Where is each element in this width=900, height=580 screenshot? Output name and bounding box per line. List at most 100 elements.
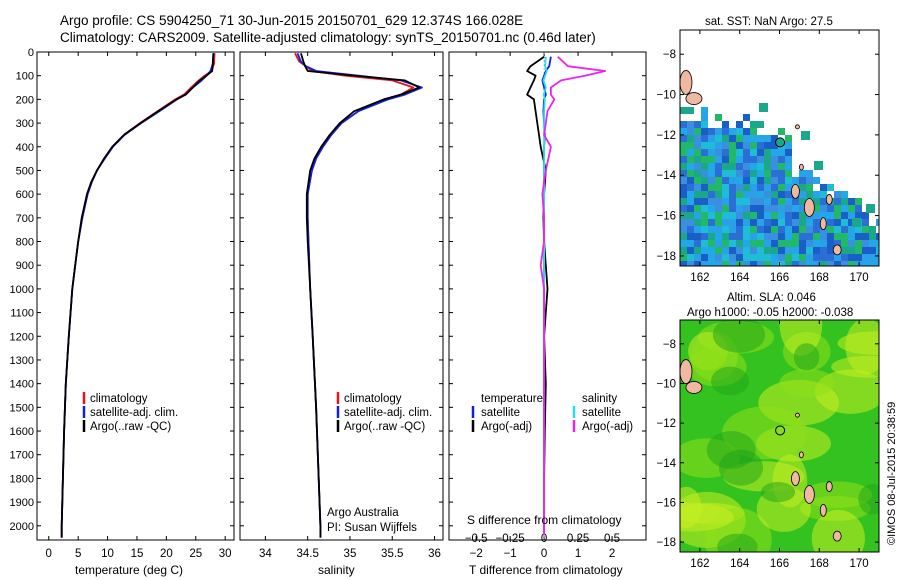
- sst-cell: [680, 226, 687, 233]
- island: [803, 485, 815, 504]
- x-tick-label: 35: [344, 548, 357, 560]
- sst-cell: [785, 177, 792, 184]
- sst-cell: [876, 254, 879, 261]
- sst-cell: [820, 233, 827, 240]
- sst-cell: [715, 163, 722, 170]
- sst-cell: [680, 121, 687, 128]
- sst-cell: [729, 198, 736, 205]
- sst-cell: [813, 247, 820, 254]
- plot-frame: [448, 51, 647, 541]
- sst-cell: [771, 149, 778, 156]
- y-tick-label: 0: [28, 47, 34, 59]
- sst-cell: [792, 212, 799, 219]
- sst-cell: [687, 135, 694, 142]
- sst-cell: [694, 254, 701, 261]
- sst-cell: [827, 219, 834, 226]
- sst-cell: [701, 198, 708, 205]
- sst-cell: [743, 114, 750, 121]
- sst-cell: [764, 247, 771, 254]
- sla-blob: [680, 486, 702, 529]
- sst-cell: [743, 135, 750, 142]
- sst-cell: [687, 261, 694, 266]
- sla-blob: [801, 481, 873, 509]
- sst-cell: [680, 219, 687, 226]
- sst-cell: [687, 198, 694, 205]
- sst-cell: [785, 233, 792, 240]
- legend-label: satellite: [481, 407, 520, 419]
- x-tick-label: 34.5: [296, 548, 318, 560]
- y-tick-label: 900: [16, 260, 34, 272]
- sst-cell: [743, 170, 750, 177]
- x-tick-label: 168: [810, 558, 829, 570]
- sst-cell: [750, 128, 757, 135]
- sst-cell: [799, 198, 806, 205]
- island: [795, 412, 800, 418]
- sst-cell: [813, 198, 820, 205]
- sst-cell: [785, 198, 792, 205]
- sst-cell: [799, 226, 806, 233]
- argo-location-marker: [775, 137, 786, 148]
- sst-cell: [694, 198, 701, 205]
- sst-cell: [764, 177, 771, 184]
- sst-cell: [694, 170, 701, 177]
- header-line-2: Climatology: CARS2009. Satellite-adjuste…: [60, 30, 596, 45]
- sst-cell: [785, 184, 792, 191]
- sst-cell: [792, 198, 799, 205]
- sst-cell: [848, 247, 855, 254]
- sst-cell: [841, 191, 848, 198]
- sst-cell: [764, 226, 771, 233]
- sst-cell: [806, 184, 813, 191]
- sst-cell: [736, 212, 743, 219]
- sst-cell: [687, 149, 694, 156]
- series-line-argo-raw-qc-: [300, 52, 421, 538]
- sst-cell: [778, 191, 785, 198]
- sst-cell: [799, 254, 806, 261]
- temperature-profile-plot: 0100200300400500600700800900100011001200…: [10, 47, 235, 560]
- sst-cell: [736, 191, 743, 198]
- sst-cell: [708, 149, 715, 156]
- difference-profile-plot: −2 −1 0 1 2 −0.5 −0.25 0 0.25 0.5: [448, 51, 647, 560]
- island: [791, 183, 800, 199]
- y-tick-label: −18: [656, 537, 676, 549]
- sst-cell: [729, 128, 736, 135]
- argo-location-marker: [775, 425, 786, 436]
- sst-cell: [743, 163, 750, 170]
- sst-cell: [764, 156, 771, 163]
- y-tick-label: 1500: [10, 402, 34, 414]
- sst-cell: [771, 198, 778, 205]
- sst-cell: [841, 205, 848, 212]
- sst-cell: [813, 219, 820, 226]
- sst-cell: [722, 135, 729, 142]
- sst-cell: [687, 107, 694, 114]
- sst-cell: [750, 233, 757, 240]
- sst-cell: [778, 177, 785, 184]
- sst-cell: [778, 212, 785, 219]
- sst-cell: [813, 226, 820, 233]
- sst-cell: [869, 233, 876, 240]
- sst-cell: [757, 163, 764, 170]
- sst-cell: [792, 205, 799, 212]
- sst-cell: [736, 177, 743, 184]
- sst-cell: [799, 184, 806, 191]
- sst-cell: [813, 212, 820, 219]
- sst-cell: [729, 205, 736, 212]
- sst-cell: [841, 233, 848, 240]
- sst-cell: [757, 184, 764, 191]
- map-field: [680, 320, 879, 552]
- sst-cell: [708, 135, 715, 142]
- y-tick-label: −12: [656, 130, 676, 142]
- sst-cell: [813, 205, 820, 212]
- sst-cell: [799, 205, 806, 212]
- island: [685, 92, 703, 105]
- sst-cell: [736, 247, 743, 254]
- sst-cell: [708, 198, 715, 205]
- x-tick-label-top: 0.25: [567, 533, 589, 545]
- sst-cell: [862, 219, 869, 226]
- sst-cell: [778, 247, 785, 254]
- y-tick-label: −10: [656, 378, 676, 390]
- sst-cell: [750, 135, 757, 142]
- sla-blob: [711, 366, 749, 396]
- sst-cell: [750, 261, 757, 266]
- sst-cell: [785, 261, 792, 266]
- x-tick-label: 36: [428, 548, 441, 560]
